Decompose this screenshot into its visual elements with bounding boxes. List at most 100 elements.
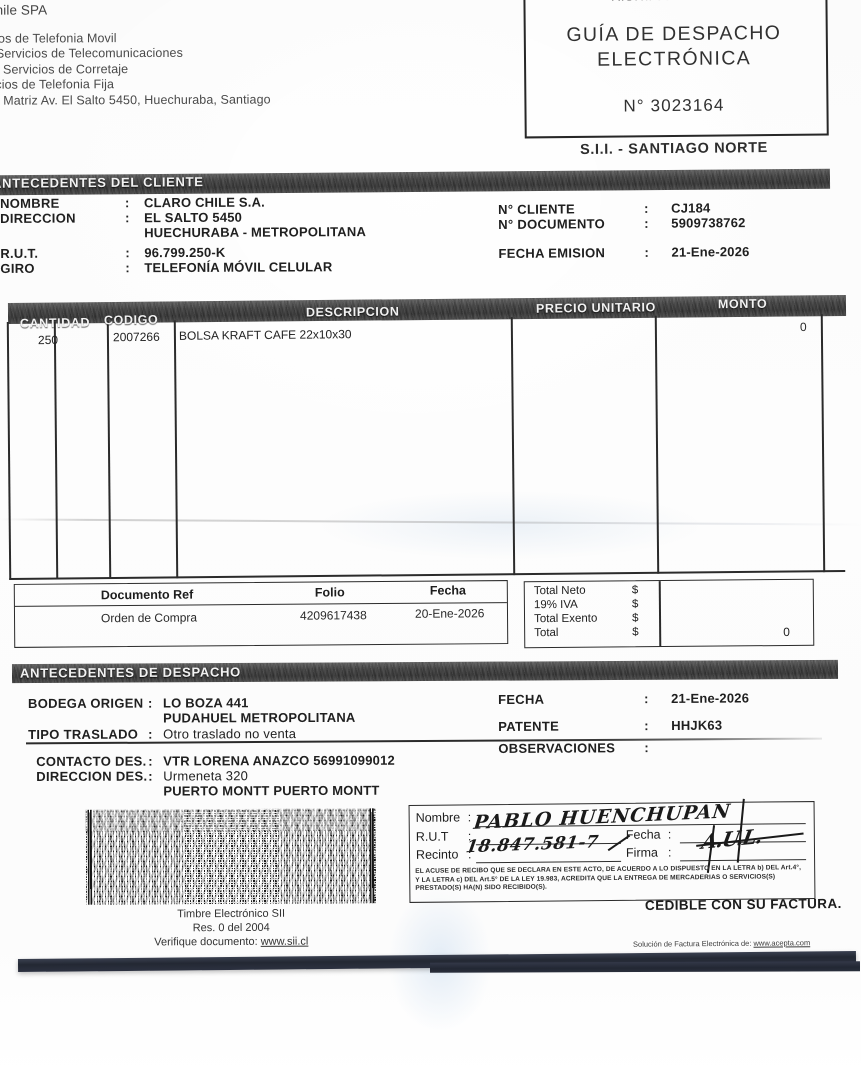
document-number-colon: : — [644, 215, 649, 231]
issuer-activity-4: vicios de Telefonia Fija — [0, 77, 115, 92]
items-header-monto: MONTO — [717, 296, 768, 312]
client-number-value: CJ184 — [671, 200, 711, 216]
issue-date-colon: : — [644, 244, 649, 260]
ack-rut-label: R.U.T — [415, 829, 449, 844]
items-table-divider-3 — [173, 320, 178, 579]
ack-firma-label: Firma — [625, 845, 659, 860]
client-rut-value: 96.799.250-K — [144, 244, 226, 261]
dispatch-date-value: 21-Ene-2026 — [670, 690, 750, 706]
observaciones-colon: : — [644, 740, 649, 756]
reference-header-fecha: Fecha — [429, 583, 467, 598]
total-exento-label: Total Exento — [533, 612, 598, 626]
items-table-divider-2 — [106, 321, 111, 580]
reference-document-table: Documento Ref Folio Fecha Orden de Compr… — [13, 580, 509, 648]
signature-stroke-3 — [736, 798, 745, 863]
patente-label: PATENTE — [498, 718, 560, 734]
document-title: GUÍA DE DESPACHO ELECTRÓNICA — [528, 21, 820, 74]
client-rut-colon: : — [125, 245, 130, 261]
client-comuna-region-value: HUECHURABA - METROPOLITANA — [144, 224, 367, 241]
contacto-destino-colon: : — [148, 753, 153, 769]
client-giro-colon: : — [125, 260, 130, 276]
barcode-guard-left — [87, 809, 93, 905]
client-direccion-label: DIRECCION — [0, 210, 76, 226]
totals-box-divider — [658, 581, 661, 647]
document-number-value: 5909738762 — [671, 215, 746, 231]
client-number-label: N° CLIENTE — [498, 201, 576, 217]
handwritten-signature: A.U.L. — [699, 823, 765, 855]
handwritten-name: PABLO HUENCHUPAN — [472, 800, 733, 834]
table-row-cantidad: 250 — [37, 332, 59, 348]
ack-recinto-rule[interactable] — [476, 860, 622, 864]
client-direccion-colon: : — [125, 210, 130, 226]
total-neto-label: Total Neto — [533, 584, 586, 598]
sii-office-label: S.I.I. - SANTIAGO NORTE — [580, 140, 768, 158]
total-value: 0 — [783, 624, 790, 640]
total-label: Total — [534, 626, 559, 640]
ack-firma-rule[interactable] — [680, 859, 807, 862]
ack-recinto-label: Recinto — [415, 847, 459, 862]
items-table-border-left — [6, 322, 11, 581]
reference-header-folio: Folio — [314, 585, 345, 600]
direccion-destino-value: Urmeneta 320 — [163, 768, 249, 784]
reference-row-folio: 4209617438 — [299, 608, 367, 623]
items-header-codigo: CODIGO — [103, 312, 159, 328]
timbre-caption: Timbre Electrónico SII Res. 0 del 2004 V… — [86, 906, 376, 950]
reference-row-documento: Orden de Compra — [100, 610, 198, 626]
items-table-border-right — [820, 314, 825, 573]
provider-footer-prefix: Solución de Factura Electrónica de: — [632, 938, 754, 949]
tipo-traslado-label: TIPO TRASLADO — [28, 726, 139, 742]
bodega-origen-colon: : — [147, 695, 153, 711]
items-table-divider-4 — [510, 317, 515, 576]
electronic-stamp-block: Timbre Electrónico SII Res. 0 del 2004 V… — [85, 808, 377, 950]
ack-recinto-colon: : — [467, 847, 472, 862]
direccion-destino-comuna: PUERTO MONTT PUERTO MONTT — [163, 782, 380, 799]
tipo-traslado-colon: : — [148, 726, 153, 742]
total-currency: $ — [632, 626, 639, 639]
acknowledgement-receipt-box: Nombre : R.U.T : Recinto : Fecha : Firma… — [408, 798, 816, 903]
client-number-colon: : — [644, 200, 649, 216]
direccion-destino-label: DIRECCION DES. — [36, 768, 148, 784]
timbre-line-2: Res. 0 del 2004 — [192, 921, 270, 935]
barcode-guard-right — [369, 808, 375, 904]
client-nombre-colon: : — [124, 195, 130, 211]
cedible-note: CEDIBLE CON SU FACTURA. — [644, 895, 842, 914]
items-table-divider-1 — [53, 321, 58, 580]
issuer-activity-3: os Servicios de Corretaje — [0, 61, 129, 77]
sii-url-link[interactable]: www.sii.cl — [260, 935, 309, 948]
ack-fecha-rule[interactable] — [679, 841, 806, 844]
legal-disclaimer-text: EL ACUSE DE RECIBO QUE SE DECLARA EN EST… — [415, 864, 802, 893]
ack-rut-rule[interactable] — [475, 842, 621, 846]
items-table — [6, 314, 846, 581]
issuer-name: Chile SPA — [0, 2, 48, 18]
total-exento-currency: $ — [631, 612, 639, 625]
issuer-activity-1: icios de Telefonia Movil — [0, 30, 117, 46]
timbre-line-1: Timbre Electrónico SII — [177, 907, 286, 921]
ack-nombre-label: Nombre — [415, 810, 461, 825]
issuer-activity-2: s Servicios de Telecomunicaciones — [0, 45, 183, 61]
provider-footer: Solución de Factura Electrónica de: www.… — [633, 938, 810, 949]
reference-row-fecha: 20-Ene-2026 — [414, 606, 485, 621]
document-title-line2: ELECTRÓNICA — [596, 47, 752, 71]
provider-url-link[interactable]: www.acepta.com — [753, 938, 811, 948]
bodega-origen-comuna: PUDAHUEL METROPOLITANA — [163, 709, 356, 726]
table-row-codigo: 2007266 — [112, 329, 160, 345]
issue-date-value: 21-Ene-2026 — [671, 244, 750, 260]
ack-fecha-colon: : — [667, 827, 672, 842]
total-neto-currency: $ — [631, 584, 639, 597]
ack-rut-colon: : — [467, 829, 472, 844]
items-header-precio-unitario: PRECIO UNITARIO — [535, 300, 656, 316]
items-table-divider-5 — [654, 315, 659, 574]
tipo-traslado-value: Otro traslado no venta — [163, 726, 297, 742]
client-section-title: ANTECEDENTES DEL CLIENTE — [0, 174, 204, 191]
items-header-descripcion: DESCRIPCION — [305, 304, 400, 320]
bodega-origen-value: LO BOZA 441 — [162, 695, 249, 711]
issuer-head-office-address: sa Matriz Av. El Salto 5450, Huechuraba,… — [0, 91, 271, 108]
contacto-destino-value: VTR LORENA ANAZCO 56991099012 — [163, 752, 395, 769]
timbre-line-3: Verifique documento: www.sii.cl — [86, 934, 376, 950]
timbre-verify-prefix: Verifique documento: — [154, 935, 261, 949]
client-nombre-label: NOMBRE — [0, 195, 60, 211]
client-rut-label: R.U.T. — [0, 245, 39, 261]
items-table-border-bottom — [9, 570, 846, 581]
ack-fecha-label: Fecha — [625, 827, 661, 842]
